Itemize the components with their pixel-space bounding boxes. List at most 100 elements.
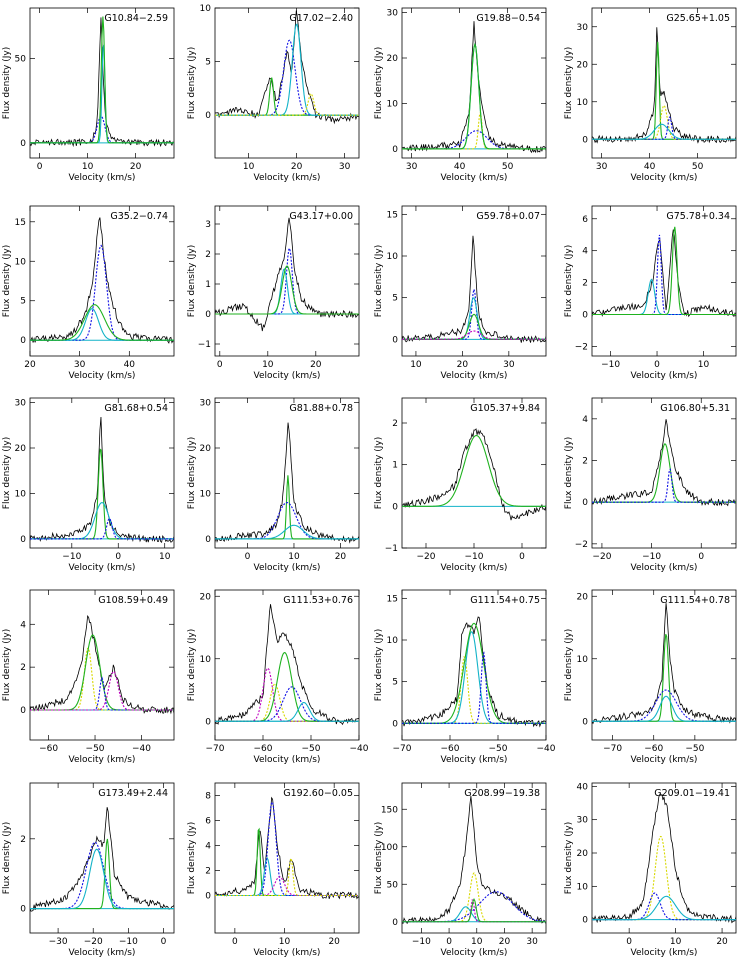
observed-spectrum <box>30 417 174 544</box>
y-tick-label: 20 <box>200 444 212 454</box>
x-tick-label: 0 <box>37 162 43 172</box>
x-tick-label: 10 <box>82 162 94 172</box>
x-tick-label: 40 <box>454 162 466 172</box>
gaussian-component <box>402 297 546 340</box>
x-tick-label: 10 <box>410 360 422 370</box>
x-tick-label: 20 <box>130 162 142 172</box>
gaussian-component <box>30 16 174 144</box>
plot-frame <box>401 589 547 741</box>
gaussian-component <box>402 655 546 724</box>
gaussian-component <box>402 898 546 923</box>
x-tick-label: −70 <box>393 744 412 754</box>
observed-spectrum <box>215 10 359 125</box>
gaussian-component <box>215 827 359 897</box>
y-tick-label: 0 <box>20 139 26 149</box>
observed-spectrum <box>592 419 736 507</box>
y-tick-label: 20 <box>577 592 589 602</box>
gaussian-component <box>592 468 736 503</box>
gaussian-component <box>215 39 359 116</box>
observed-spectrum <box>30 807 174 912</box>
x-axis-label: Velocity (km/s) <box>441 173 508 183</box>
gaussian-component <box>592 634 736 722</box>
y-tick-label: 0 <box>205 892 211 902</box>
plot-area <box>215 10 359 125</box>
observed-spectrum <box>592 229 736 318</box>
y-tick-label: 10 <box>577 882 589 892</box>
y-tick-label: 0 <box>392 145 398 155</box>
spectrum-panel: −70 −60 −50 −40 0 5 10 15 Velocity (km/s) Flux de… <box>374 589 556 765</box>
x-tick-label: −10 <box>62 552 81 562</box>
gaussian-component <box>592 234 736 316</box>
x-tick-label: 20 <box>499 937 511 947</box>
y-tick-label: 50 <box>15 55 27 65</box>
panel-title: G81.68+0.54 <box>104 403 168 414</box>
x-tick-label: 20 <box>457 360 469 370</box>
plot-area <box>402 796 546 925</box>
y-tick-label: 20 <box>387 54 399 64</box>
x-tick-label: 0 <box>519 552 525 562</box>
y-axis-label: Flux density (Jy) <box>2 629 12 701</box>
x-tick-label: 0 <box>698 552 704 562</box>
plot-frame <box>29 782 175 934</box>
y-axis-label: Flux density (Jy) <box>564 437 574 509</box>
y-axis-label: Flux density (Jy) <box>564 245 574 317</box>
spectrum-panel: 0 10 20 0 2 4 6 8 Velocity (km/s) Flux density (J… <box>187 782 360 958</box>
y-axis-label: Flux density (Jy) <box>564 47 574 119</box>
gaussian-component <box>215 77 359 116</box>
gaussian-component <box>592 116 736 140</box>
panel-title: G10.84−2.59 <box>104 13 168 24</box>
observed-spectrum <box>402 796 546 925</box>
gaussian-component <box>215 667 359 722</box>
x-tick-label: −60 <box>441 744 460 754</box>
plot-area <box>30 16 174 148</box>
y-tick-label: 2 <box>392 419 398 429</box>
y-tick-label: 30 <box>15 399 27 409</box>
plot-area <box>30 807 174 912</box>
panel-title: G59.78+0.07 <box>476 211 540 222</box>
x-axis-label: Velocity (km/s) <box>631 173 698 183</box>
observed-spectrum <box>215 217 359 332</box>
gaussian-component <box>215 23 359 116</box>
y-tick-label: 50 <box>387 880 399 890</box>
x-axis-label: Velocity (km/s) <box>69 948 136 958</box>
x-tick-label: 20 <box>310 360 322 370</box>
x-axis-label: Velocity (km/s) <box>69 755 136 765</box>
y-tick-label: 0 <box>20 706 26 716</box>
y-tick-label: 0 <box>205 111 211 121</box>
spectrum-panel: 0 10 20 0 10 20 30 Velocity (km/s) Flux density … <box>187 397 360 573</box>
spectrum-panel: 30 40 50 0 10 20 30 Velocity (km/s) Flux density… <box>374 7 547 183</box>
plot-area <box>402 616 546 728</box>
y-axis-label: Flux density (Jy) <box>2 822 12 894</box>
y-axis-label: Flux density (Jy) <box>2 437 12 509</box>
x-tick-label: −20 <box>84 937 103 947</box>
gaussian-component <box>215 801 359 897</box>
y-axis-label: Flux density (Jy) <box>374 47 384 119</box>
y-tick-label: 10 <box>387 252 399 262</box>
y-tick-label: 10 <box>200 489 212 499</box>
x-tick-label: 0 <box>217 360 223 370</box>
x-tick-label: −20 <box>417 552 436 562</box>
y-tick-label: 6 <box>205 817 211 827</box>
x-tick-label: 10 <box>279 937 291 947</box>
gaussian-component <box>30 517 174 540</box>
x-tick-label: 20 <box>24 360 36 370</box>
y-tick-label: 10 <box>577 98 589 108</box>
y-tick-label: 4 <box>582 415 588 425</box>
x-tick-label: −50 <box>302 744 321 754</box>
plot-area <box>402 235 546 343</box>
gaussian-component <box>215 686 359 722</box>
observed-spectrum <box>402 235 546 343</box>
panel-title: G173.49+2.44 <box>98 788 168 799</box>
spectrum-panel: 20 30 40 0 5 10 15 Velocity (km/s) Flux density … <box>2 205 175 381</box>
observed-spectrum <box>592 603 736 725</box>
x-axis-label: Velocity (km/s) <box>631 948 698 958</box>
y-tick-label: 20 <box>577 849 589 859</box>
gaussian-component <box>402 313 546 340</box>
y-tick-label: 1 <box>205 280 211 290</box>
x-tick-label: −20 <box>592 552 611 562</box>
y-tick-label: 0 <box>582 135 588 145</box>
gaussian-component <box>30 634 174 711</box>
plot-frame <box>401 205 547 357</box>
x-axis-label: Velocity (km/s) <box>69 173 136 183</box>
